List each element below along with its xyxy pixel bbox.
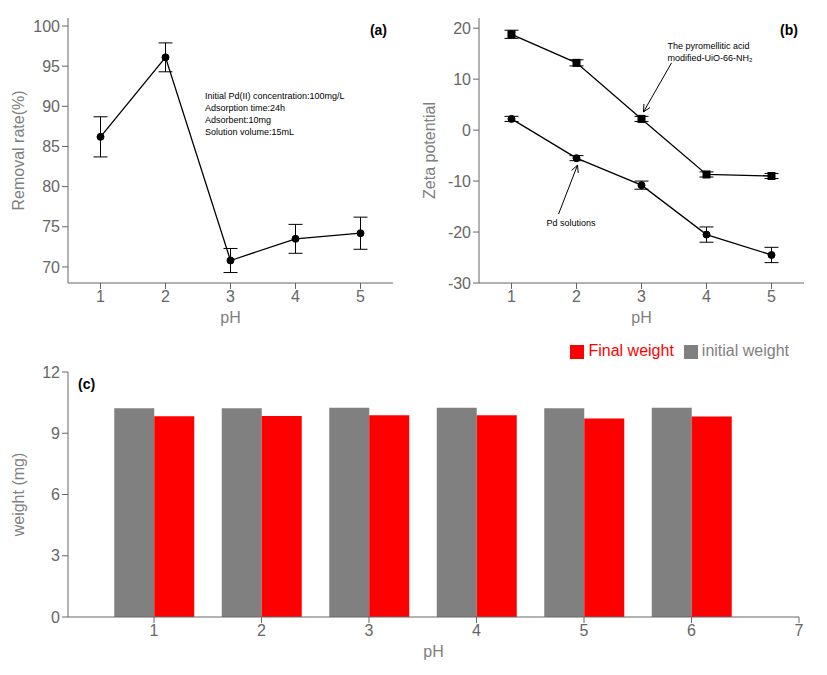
svg-text:3: 3 — [51, 547, 60, 564]
svg-text:10: 10 — [453, 71, 471, 88]
svg-text:1: 1 — [150, 622, 159, 639]
html-text:(b): (b) — [780, 22, 798, 38]
svg-text:0: 0 — [462, 122, 471, 139]
svg-text:20: 20 — [453, 20, 471, 37]
svg-text:95: 95 — [42, 58, 60, 75]
svg-text:85: 85 — [42, 138, 60, 155]
svg-text:1: 1 — [507, 288, 516, 305]
html-text:Initial Pd(II) concentration:1: Initial Pd(II) concentration:100mg/L — [205, 91, 345, 101]
svg-text:Zeta potential: Zeta potential — [421, 102, 438, 199]
svg-text:9: 9 — [51, 425, 60, 442]
svg-text:Pd solutions: Pd solutions — [547, 218, 597, 228]
svg-text:5: 5 — [767, 288, 776, 305]
svg-text:4: 4 — [472, 622, 481, 639]
svg-text:Removal rate(%): Removal rate(%) — [10, 90, 27, 210]
svg-text:4: 4 — [702, 288, 711, 305]
svg-text:pH: pH — [631, 309, 651, 326]
svg-text:5: 5 — [580, 622, 589, 639]
svg-text:12: 12 — [42, 364, 60, 381]
html-text:Final weight: Final weight — [588, 342, 674, 359]
svg-text:3: 3 — [637, 288, 646, 305]
svg-text:6: 6 — [687, 622, 696, 639]
svg-text:6: 6 — [51, 486, 60, 503]
html-text:(c): (c) — [78, 376, 96, 392]
svg-text:-30: -30 — [448, 275, 471, 292]
html-text:initial weight: initial weight — [701, 342, 789, 359]
svg-text:The pyromellitic acidmodified-: The pyromellitic acidmodified-UiO-66-NH₂ — [668, 41, 754, 63]
svg-text:2: 2 — [257, 622, 266, 639]
svg-text:-20: -20 — [448, 224, 471, 241]
svg-text:1: 1 — [96, 288, 105, 305]
html-text:Adsorbent:10mg: Adsorbent:10mg — [205, 115, 271, 125]
svg-text:2: 2 — [161, 288, 170, 305]
svg-text:pH: pH — [220, 309, 240, 326]
svg-text:75: 75 — [42, 218, 60, 235]
svg-text:5: 5 — [356, 288, 365, 305]
svg-text:2: 2 — [572, 288, 581, 305]
svg-text:100: 100 — [33, 18, 60, 35]
svg-text:7: 7 — [795, 622, 804, 639]
svg-text:80: 80 — [42, 178, 60, 195]
svg-text:weight (mg): weight (mg) — [10, 453, 27, 538]
svg-text:4: 4 — [291, 288, 300, 305]
html-text:Adsorption time:24h: Adsorption time:24h — [205, 103, 285, 113]
svg-text:3: 3 — [226, 288, 235, 305]
svg-text:0: 0 — [51, 609, 60, 626]
html-text:(a): (a) — [369, 22, 387, 38]
svg-text:-10: -10 — [448, 173, 471, 190]
svg-text:3: 3 — [365, 622, 374, 639]
svg-text:pH: pH — [423, 643, 443, 660]
svg-text:70: 70 — [42, 259, 60, 276]
svg-text:90: 90 — [42, 98, 60, 115]
html-text:Solution volume:15mL: Solution volume:15mL — [205, 127, 295, 137]
